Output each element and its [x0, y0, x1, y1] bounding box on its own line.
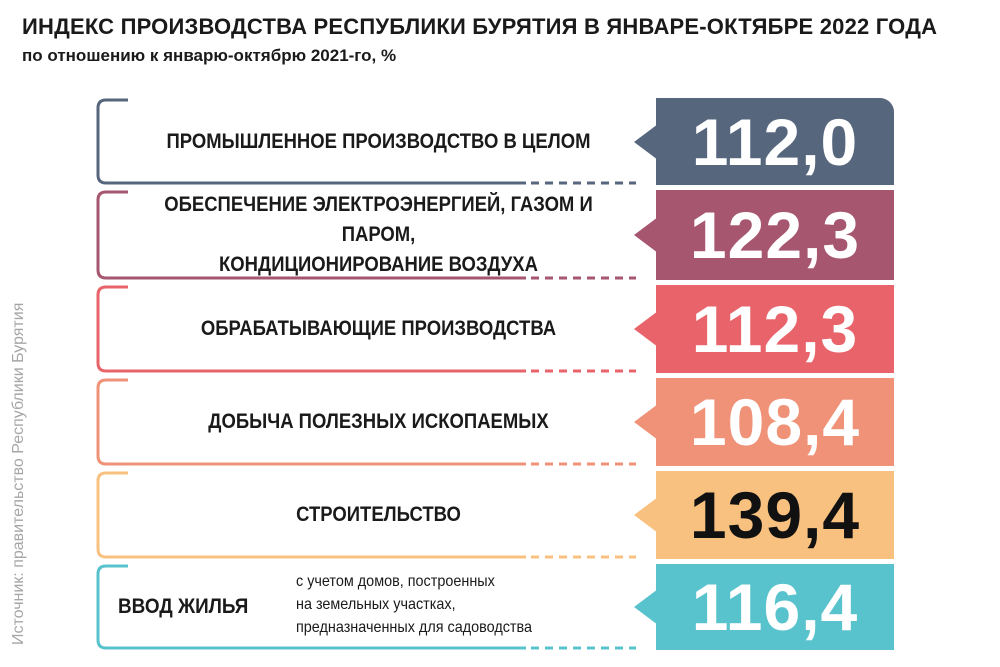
- row-label-line: ОБЕСПЕЧЕНИЕ ЭЛЕКТРОЭНЕРГИЕЙ, ГАЗОМ И ПАР…: [164, 193, 593, 246]
- row-housing: ВВОД ЖИЛЬЯ с учетом домов, построенных н…: [96, 564, 896, 650]
- row-bracket: [96, 471, 636, 559]
- row-pointer: [634, 124, 658, 160]
- row-bracket: [96, 98, 636, 185]
- row-label-line: КОНДИЦИОНИРОВАНИЕ ВОЗДУХА: [219, 253, 538, 276]
- chart-title: ИНДЕКС ПРОИЗВОДСТВА РЕСПУБЛИКИ БУРЯТИЯ В…: [22, 14, 938, 39]
- row-label: ВВОД ЖИЛЬЯ: [118, 595, 249, 618]
- row-energy-supply: ОБЕСПЕЧЕНИЕ ЭЛЕКТРОЭНЕРГИЕЙ, ГАЗОМ И ПАР…: [96, 190, 896, 280]
- row-label: ПРОМЫШЛЕННОЕ ПРОИЗВОДСТВО В ЦЕЛОМ: [166, 129, 591, 153]
- row-manufacturing: ОБРАБАТЫВАЮЩИЕ ПРОИЗВОДСТВА 112,3: [96, 285, 896, 373]
- row-industrial-production: ПРОМЫШЛЕННОЕ ПРОИЗВОДСТВО В ЦЕЛОМ 112,0: [96, 98, 896, 185]
- row-note-line: предназначенных для садоводства: [296, 619, 533, 636]
- row-label: ОБРАБАТЫВАЮЩИЕ ПРОИЗВОДСТВА: [200, 317, 557, 340]
- row-pointer: [634, 404, 658, 440]
- source-note: Источник: правительство Республики Бурят…: [10, 302, 27, 645]
- row-mining: ДОБЫЧА ПОЛЕЗНЫХ ИСКОПАЕМЫХ 108,4: [96, 378, 896, 466]
- row-bracket: [96, 378, 636, 466]
- row-bracket: [96, 285, 636, 373]
- row-note: с учетом домов, построенных на земельных…: [296, 570, 532, 639]
- row-note-line: с учетом домов, построенных: [296, 573, 495, 590]
- value-badge: 112,3: [656, 285, 894, 373]
- value-badge: 139,4: [656, 471, 894, 559]
- row-label: ОБЕСПЕЧЕНИЕ ЭЛЕКТРОЭНЕРГИЕЙ, ГАЗОМ И ПАР…: [148, 190, 610, 280]
- chart-subtitle: по отношению к январю-октябрю 2021-го, %: [22, 46, 397, 65]
- row-bracket: [96, 564, 636, 650]
- row-label: СТРОИТЕЛЬСТВО: [296, 503, 461, 526]
- row-construction: СТРОИТЕЛЬСТВО 139,4: [96, 471, 896, 559]
- row-pointer: [634, 311, 658, 347]
- value-badge: 108,4: [656, 378, 894, 466]
- row-note-line: на земельных участках,: [296, 596, 456, 613]
- row-pointer: [634, 497, 658, 533]
- value-badge: 116,4: [656, 564, 894, 650]
- row-bracket: [96, 190, 636, 280]
- value-badge: 122,3: [656, 190, 894, 280]
- row-pointer: [634, 217, 658, 253]
- row-pointer: [634, 589, 658, 625]
- row-label: ДОБЫЧА ПОЛЕЗНЫХ ИСКОПАЕМЫХ: [208, 410, 549, 433]
- value-badge: 112,0: [656, 98, 894, 185]
